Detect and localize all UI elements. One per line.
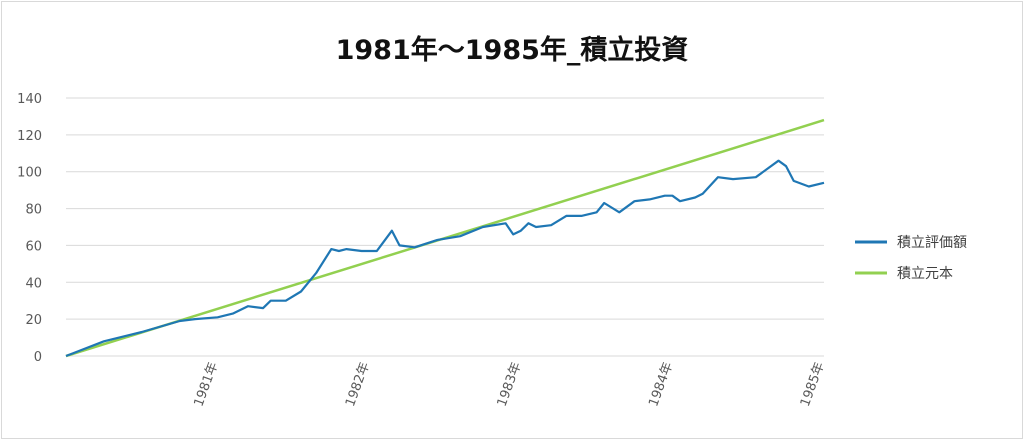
x-tick-label: 1985年 xyxy=(798,360,828,408)
y-tick-label: 20 xyxy=(25,313,42,328)
y-tick-label: 60 xyxy=(25,239,42,254)
series-lines xyxy=(65,118,825,358)
y-tick-label: 0 xyxy=(34,350,42,365)
x-tick-label: 1982年 xyxy=(343,360,373,408)
series-line xyxy=(65,159,825,358)
x-tick-label: 1983年 xyxy=(495,360,525,408)
gridlines xyxy=(66,97,824,357)
y-tick-label: 100 xyxy=(17,166,42,181)
legend-label: 積立元本 xyxy=(897,266,953,282)
legend-label: 積立評価額 xyxy=(897,235,967,251)
y-tick-label: 40 xyxy=(25,276,42,291)
y-tick-label: 80 xyxy=(25,203,42,218)
y-tick-label: 140 xyxy=(17,92,42,107)
x-tick-label: 1984年 xyxy=(646,360,676,408)
y-tick-label: 120 xyxy=(17,129,42,144)
y-axis-ticks: 0 20 40 60 80 100 120 140 xyxy=(17,92,42,365)
x-tick-label: 1981年 xyxy=(191,360,221,408)
chart-title: 1981年～1985年_積立投資 xyxy=(336,34,689,66)
x-axis-ticks: 1981年 1982年 1983年 1984年 1985年 xyxy=(191,360,827,408)
